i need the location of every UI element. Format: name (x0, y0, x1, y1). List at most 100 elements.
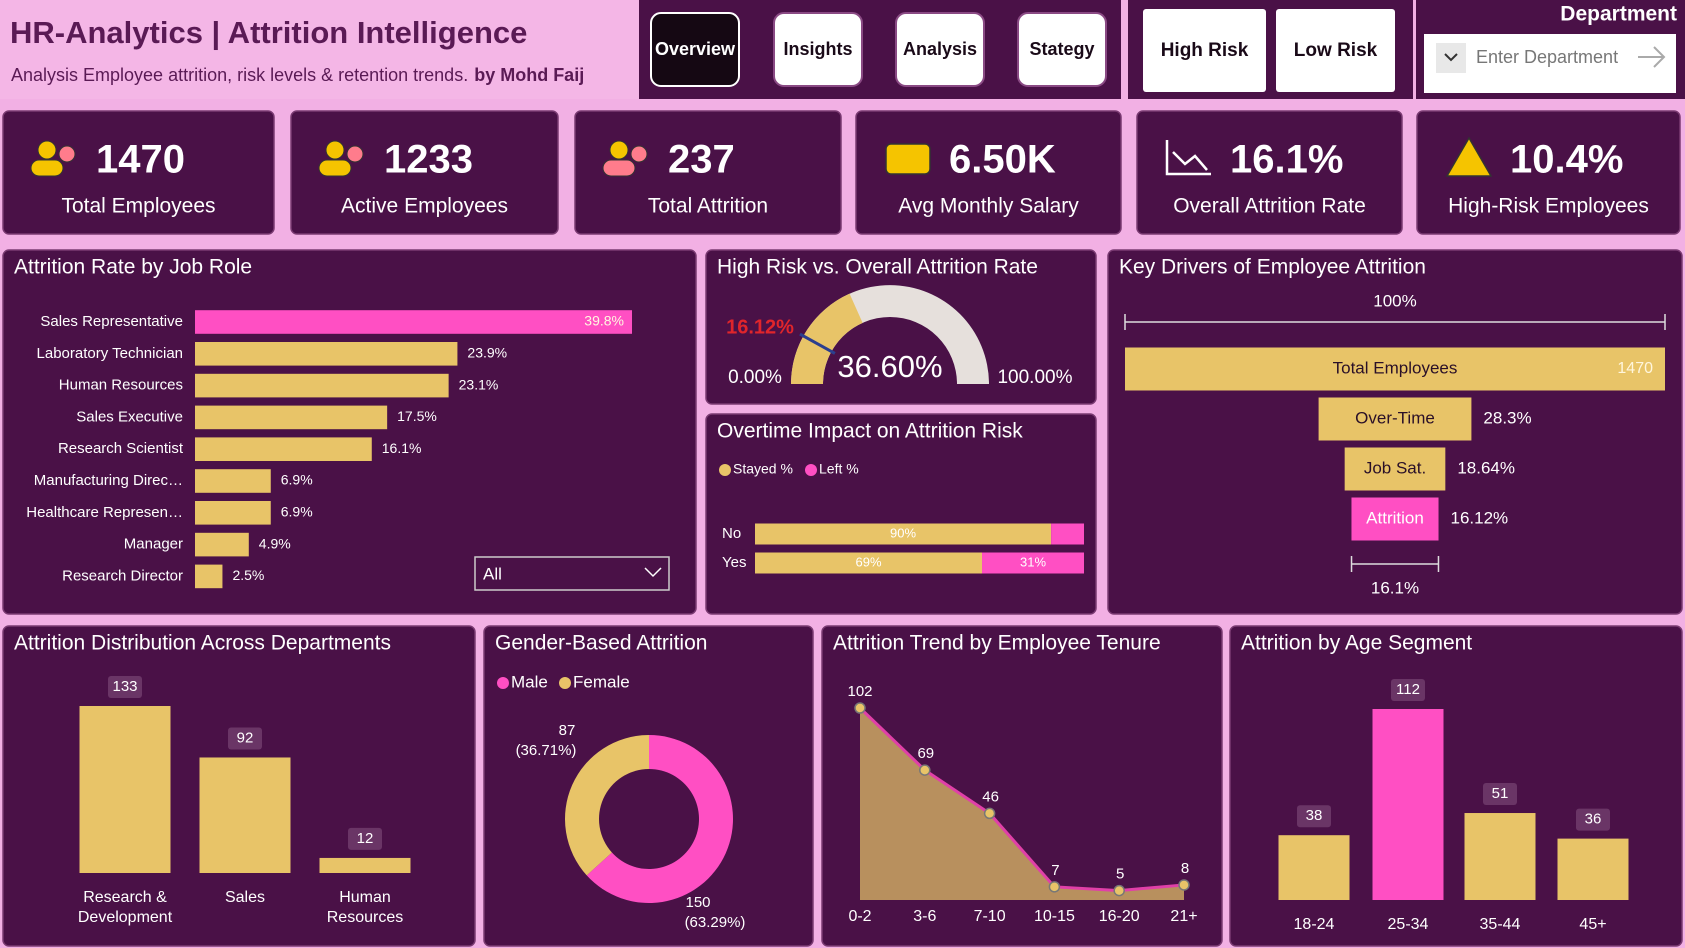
funnel-bar (1318, 397, 1472, 441)
x-tick-label: 3-6 (913, 908, 936, 925)
data-label: 31% (1020, 554, 1046, 569)
funnel-stage-label: Job Sat. (1364, 458, 1426, 477)
filter-dropdown[interactable] (1436, 43, 1466, 73)
risk-button[interactable] (1143, 9, 1266, 92)
gauge-max-label: 100.00% (997, 367, 1072, 388)
bar (1557, 838, 1629, 900)
line (858, 706, 1185, 893)
risk-button-label[interactable]: High Risk (1161, 40, 1249, 61)
point (919, 764, 931, 776)
data-label: 112 (1396, 681, 1420, 698)
point (854, 702, 866, 714)
data-label-box (1297, 805, 1331, 828)
chart-title: Gender-Based Attrition (495, 632, 707, 655)
kpi-label: Overall Attrition Rate (1173, 195, 1366, 218)
kpi-label: High-Risk Employees (1448, 195, 1649, 218)
data-label: 17.5% (397, 408, 437, 424)
y-tick-label: Yes (722, 554, 746, 571)
nav-button-label[interactable]: Stategy (1029, 39, 1094, 59)
data-label: 6.9% (281, 472, 313, 488)
nav-button[interactable] (773, 12, 863, 87)
kpi-label: Total Attrition (648, 195, 768, 218)
kpi-icon (346, 145, 364, 163)
kpi-icon (325, 140, 345, 160)
kpi-icon (37, 140, 57, 160)
y-tick-label: Manager (124, 536, 183, 553)
nav-button[interactable] (895, 12, 985, 87)
kpi-value: 6.50K (949, 138, 1056, 182)
y-tick-label: Manufacturing Direc… (34, 472, 183, 489)
subtitle-text: Analysis Employee attrition, risk levels… (11, 65, 468, 85)
kpi-icon (630, 145, 648, 163)
data-label: 23.9% (467, 345, 507, 361)
point (1178, 879, 1190, 891)
data-label: 23.1% (459, 376, 499, 392)
page-subtitle: Analysis Employee attrition, risk levels… (11, 65, 584, 85)
chart-title: Key Drivers of Employee Attrition (1119, 256, 1426, 279)
data-label: 16.1% (382, 440, 422, 456)
x-tick-label: 16-20 (1099, 908, 1140, 925)
gauge-min-label: 0.00% (728, 367, 782, 388)
chart-title: Attrition by Age Segment (1241, 632, 1472, 655)
funnel-bracket (1350, 556, 1440, 572)
kpi-icon (58, 145, 76, 163)
y-tick-label: Laboratory Technician (37, 345, 183, 362)
page-title: HR-Analytics | Attrition Intelligence (10, 15, 527, 50)
gauge-target (799, 332, 836, 355)
data-label: 69% (855, 554, 881, 569)
donut-slice (586, 735, 733, 903)
kpi-icon (602, 159, 636, 177)
bar (195, 373, 449, 398)
nav-button-label[interactable]: Insights (783, 39, 852, 59)
bar (1278, 835, 1350, 900)
legend-label: Left % (819, 461, 859, 477)
kpi-label: Active Employees (341, 195, 508, 218)
gauge-value-label: 36.60% (837, 349, 942, 384)
risk-button-label[interactable]: Low Risk (1294, 40, 1378, 61)
data-label: 38 (1306, 807, 1323, 824)
data-label: 51 (1492, 785, 1509, 802)
nav-button[interactable] (1017, 12, 1107, 87)
data-label: 92 (237, 729, 254, 746)
x-tick-label: 35-44 (1480, 916, 1521, 933)
risk-button[interactable] (1276, 9, 1395, 92)
y-tick-label: No (722, 525, 741, 542)
data-label: 18.64% (1457, 458, 1515, 477)
panel (855, 110, 1122, 235)
filter-placeholder: Enter Department (1476, 47, 1618, 67)
y-tick-label: Sales Representative (40, 313, 183, 330)
data-label: 39.8% (584, 313, 624, 329)
bar (195, 564, 223, 589)
chevron-icon (1444, 53, 1458, 62)
data-label-box (108, 676, 142, 698)
percent-label: (36.71%) (516, 742, 577, 759)
nav-button-label[interactable]: Analysis (903, 39, 977, 59)
y-tick-label: Research Director (62, 567, 183, 584)
panel (1416, 110, 1681, 235)
y-tick-label: Sales Executive (76, 408, 183, 425)
data-label-box (1483, 783, 1517, 806)
bar (195, 469, 271, 493)
panel (2, 110, 275, 235)
data-label: 7 (1051, 862, 1059, 879)
point (983, 807, 996, 820)
funnel-total: 1470 (1617, 360, 1653, 377)
nav-button[interactable] (650, 12, 740, 87)
data-label: 133 (112, 678, 137, 695)
nav-button-label[interactable]: Overview (655, 39, 736, 59)
arrow-icon (1638, 46, 1666, 68)
role-filter[interactable] (474, 556, 670, 591)
x-tick-label: 45+ (1579, 916, 1606, 933)
legend-label: Female (573, 672, 630, 691)
data-label: 69 (917, 745, 934, 762)
author: by Mohd Faij (474, 65, 584, 85)
bar (195, 342, 458, 366)
x-tick-label: 25-34 (1388, 916, 1429, 933)
role-filter-value[interactable]: All (483, 564, 502, 583)
kpi-icon (30, 159, 64, 177)
funnel-bar (1344, 447, 1446, 491)
legend-marker (559, 677, 571, 689)
bar-segment (1051, 523, 1084, 545)
